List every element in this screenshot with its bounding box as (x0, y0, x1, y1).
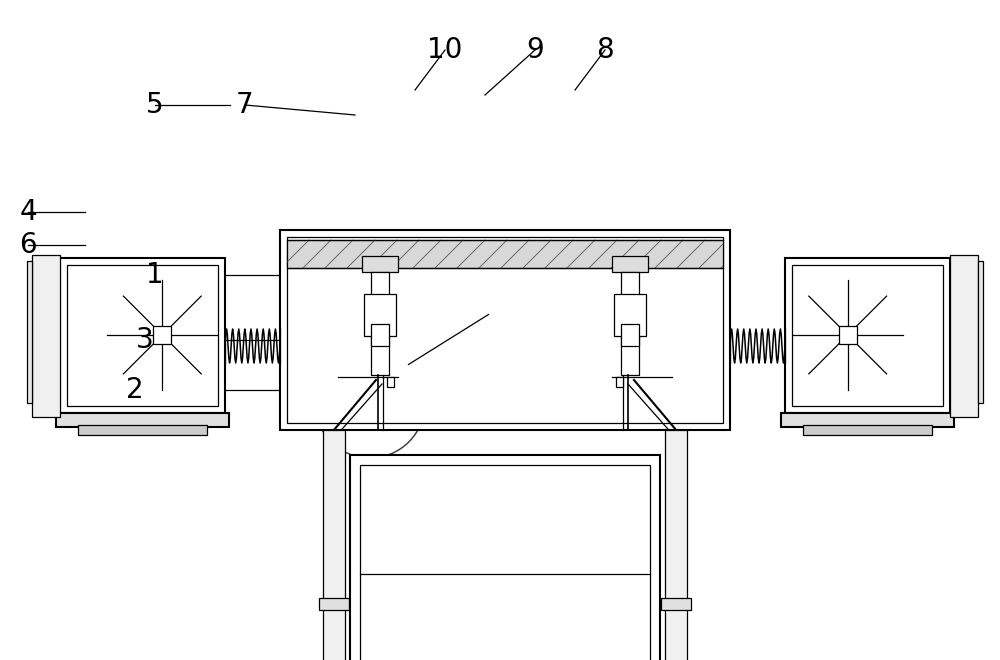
Bar (621, 324, 639, 346)
Bar (364, 294, 396, 336)
Text: 3: 3 (136, 326, 154, 354)
Bar (839, 326, 857, 344)
Text: 2: 2 (126, 376, 144, 404)
Text: 1: 1 (146, 261, 164, 289)
Bar (362, 256, 398, 272)
Bar (32, 255, 60, 416)
Bar (280, 230, 730, 430)
Bar (614, 294, 646, 336)
Bar (781, 412, 954, 426)
Text: 6: 6 (19, 231, 37, 259)
Bar (287, 240, 723, 268)
Bar (27, 261, 32, 403)
Bar (360, 465, 650, 660)
Bar (56, 412, 229, 426)
Bar (803, 424, 932, 434)
Bar (371, 272, 389, 375)
Bar (950, 255, 978, 416)
Bar (387, 377, 394, 387)
Bar (978, 261, 983, 403)
Bar (323, 430, 345, 660)
Bar (350, 455, 660, 660)
Text: 4: 4 (19, 198, 37, 226)
Text: 5: 5 (146, 91, 164, 119)
Bar (78, 424, 207, 434)
Bar (621, 272, 639, 375)
Text: 8: 8 (596, 36, 614, 64)
Text: 7: 7 (236, 91, 254, 119)
Bar (661, 598, 691, 610)
Bar (287, 237, 723, 423)
Bar (616, 377, 623, 387)
Bar (665, 430, 687, 660)
Bar (60, 257, 225, 412)
Bar (612, 256, 648, 272)
Bar (319, 598, 349, 610)
Text: 9: 9 (526, 36, 544, 64)
Bar (371, 324, 389, 346)
Bar (153, 326, 171, 344)
Bar (792, 265, 943, 405)
Bar (785, 257, 950, 412)
Bar (67, 265, 218, 405)
Text: 10: 10 (427, 36, 463, 64)
